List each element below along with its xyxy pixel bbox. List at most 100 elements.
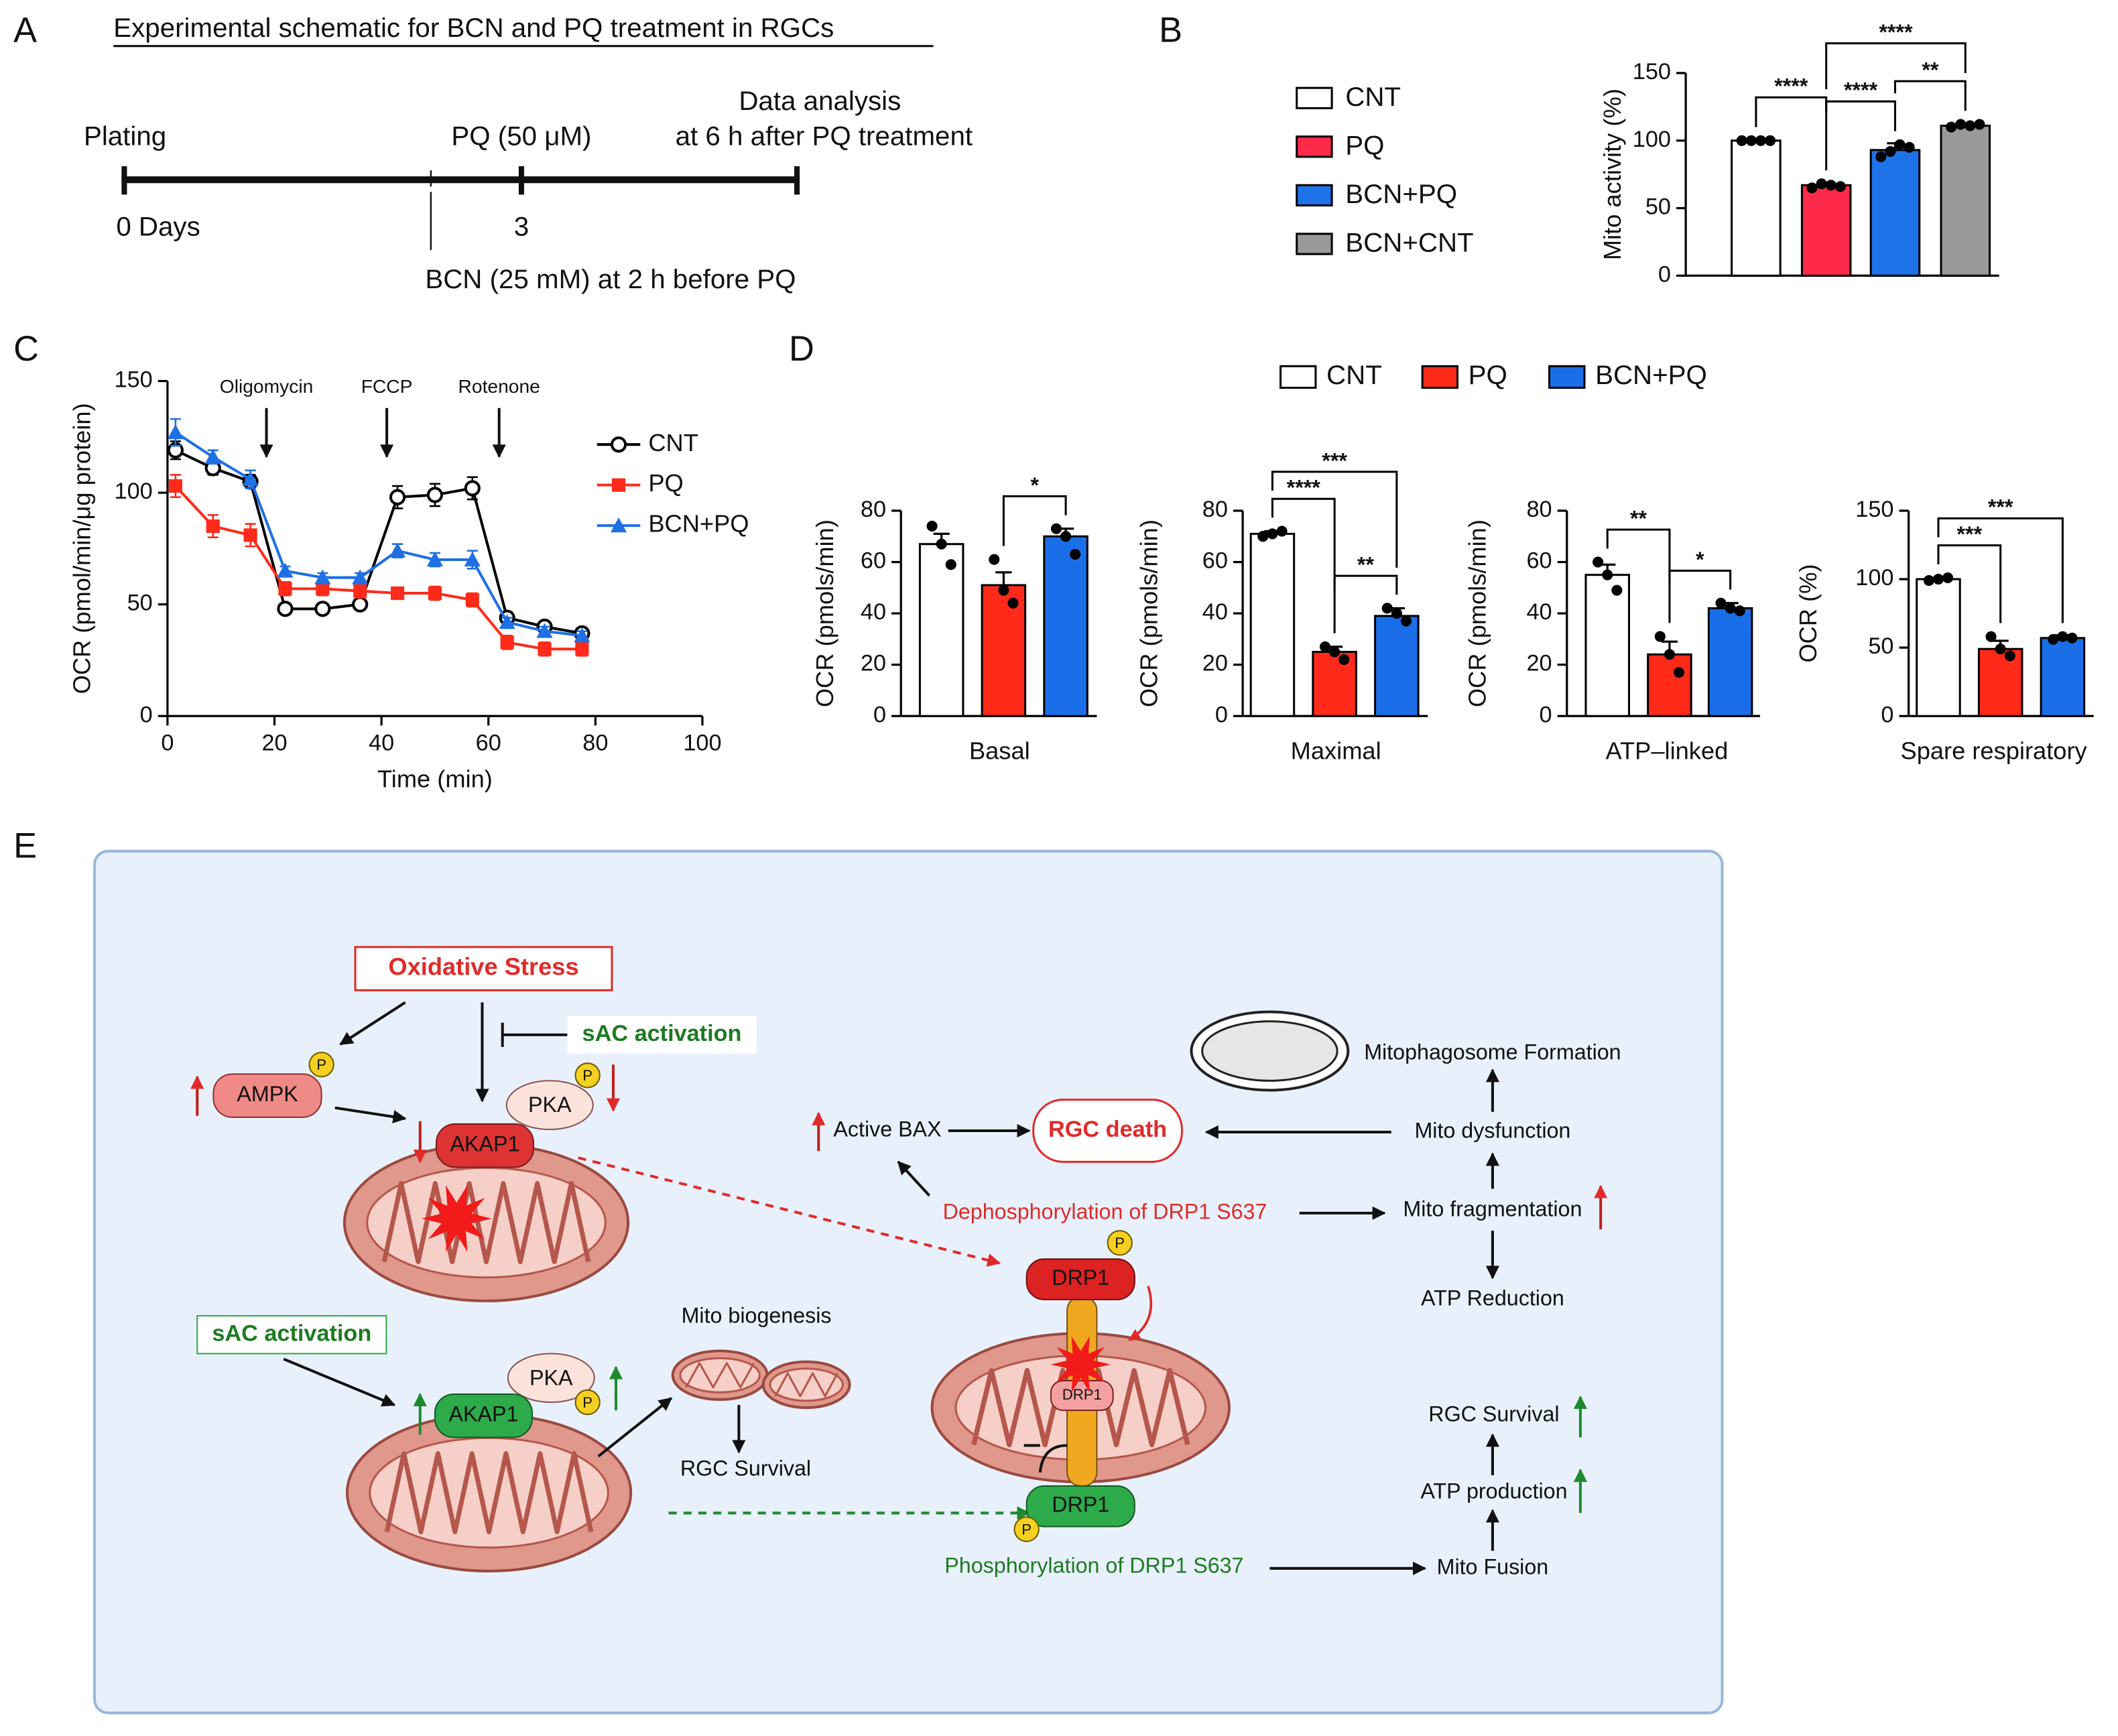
significance-bracket — [1333, 574, 1398, 595]
x-tick-label: 20 — [261, 731, 287, 756]
significance-bracket — [1893, 80, 1967, 111]
marker — [353, 584, 367, 598]
legend-swatch — [1421, 365, 1459, 389]
bar — [1584, 574, 1630, 717]
data-point — [1593, 556, 1604, 568]
x-axis-label: ATP–linked — [1606, 737, 1729, 764]
arrow — [1128, 1286, 1153, 1341]
y-tick-label: 60 — [1202, 548, 1228, 574]
y-tick-label: 60 — [861, 548, 886, 574]
bar — [1731, 139, 1782, 277]
data-point — [1736, 135, 1747, 146]
significance-label: *** — [1956, 522, 1982, 546]
node: Mito fragmentation — [1403, 1196, 1582, 1221]
data-point — [1995, 643, 2006, 655]
inhibit — [501, 1022, 568, 1048]
bar — [1869, 149, 1921, 277]
y-tick-label: 100 — [1855, 565, 1893, 591]
data-point — [1654, 631, 1666, 642]
diagram-frame — [93, 849, 1724, 1715]
marker — [426, 487, 444, 503]
marker — [465, 593, 479, 607]
bar — [1707, 607, 1753, 717]
box — [354, 946, 613, 991]
significance-bracket — [1271, 471, 1398, 568]
significance-label: **** — [1879, 20, 1913, 44]
bar — [1647, 653, 1692, 717]
label: Data analysis — [739, 86, 901, 116]
data-point — [1942, 572, 1954, 584]
pill — [212, 1073, 322, 1118]
marker — [168, 479, 182, 493]
y-tick-label: 0 — [1658, 261, 1671, 287]
phospho-tag — [308, 1052, 334, 1078]
x-tick-label: 60 — [476, 731, 501, 756]
y-tick-label: 60 — [1526, 548, 1552, 574]
legend-swatch — [1548, 365, 1586, 389]
y-tick-label: 50 — [127, 591, 153, 616]
node: RGC death — [1048, 1117, 1167, 1142]
significance-label: *** — [1322, 448, 1347, 473]
diagram: Oxidative Stress sAC activation AMPK PKA… — [190, 946, 1621, 1578]
significance-bracket — [1668, 569, 1732, 590]
series-line — [175, 448, 582, 635]
damage-star — [421, 1185, 492, 1252]
node: sAC activation — [212, 1320, 371, 1346]
data-point — [1329, 646, 1341, 658]
bar — [1374, 615, 1420, 717]
node: AKAP1 — [450, 1132, 520, 1156]
label: at 6 h after PQ treatment — [676, 121, 973, 151]
significance-bracket — [1755, 96, 1828, 171]
pill — [1025, 1485, 1135, 1528]
marker — [277, 601, 294, 617]
bar — [918, 543, 964, 717]
marker — [204, 448, 221, 464]
y-tick-label: 100 — [1633, 127, 1671, 152]
data-point — [998, 584, 1009, 596]
pill — [1025, 1258, 1135, 1300]
phospho-tag — [574, 1389, 601, 1416]
data-point — [2004, 650, 2015, 662]
node: AKAP1 — [449, 1402, 519, 1426]
y-tick-label: 20 — [1202, 651, 1228, 676]
node: sAC activation — [582, 1021, 742, 1046]
y-tick-label: 80 — [861, 497, 886, 522]
y-tick-label: 150 — [1633, 59, 1671, 84]
legend-label: BCN+PQ — [648, 510, 749, 538]
event-label: Oligomycin — [220, 375, 314, 397]
legend-label: CNT — [1326, 360, 1382, 390]
significance-label: ** — [1630, 507, 1647, 531]
node: ATP production — [1420, 1479, 1567, 1503]
node: PKA — [528, 1093, 572, 1117]
significance-label: * — [1030, 473, 1039, 497]
mitochondria — [342, 1029, 1310, 1572]
data-point — [989, 554, 1000, 565]
box — [196, 1315, 387, 1355]
arrow — [339, 1001, 406, 1046]
y-axis-label: OCR (pmols/min) — [1463, 519, 1491, 707]
arrow — [283, 1357, 396, 1407]
data-point — [1816, 178, 1827, 190]
marker — [500, 635, 514, 649]
bar — [981, 584, 1027, 717]
data-point — [1904, 141, 1915, 153]
node: Mitophagosome Formation — [1364, 1040, 1621, 1064]
marker — [389, 542, 406, 558]
y-tick-label: 0 — [140, 702, 153, 727]
data-point — [1381, 603, 1393, 614]
significance-label: **** — [1774, 74, 1808, 99]
data-point — [1974, 119, 1985, 130]
phospho-label: P — [1021, 1521, 1032, 1538]
marker — [464, 480, 481, 497]
data-point — [2048, 633, 2059, 645]
y-tick-label: 0 — [1540, 702, 1552, 727]
significance-label: * — [1696, 548, 1704, 572]
legend-label: BCN+CNT — [1345, 228, 1473, 258]
phospho-tag — [574, 1062, 601, 1089]
data-point — [1267, 528, 1278, 540]
x-tick-label: 80 — [582, 731, 608, 756]
x-tick-label: 0 — [161, 731, 174, 756]
data-point — [1715, 597, 1727, 609]
data-point — [1070, 548, 1081, 560]
